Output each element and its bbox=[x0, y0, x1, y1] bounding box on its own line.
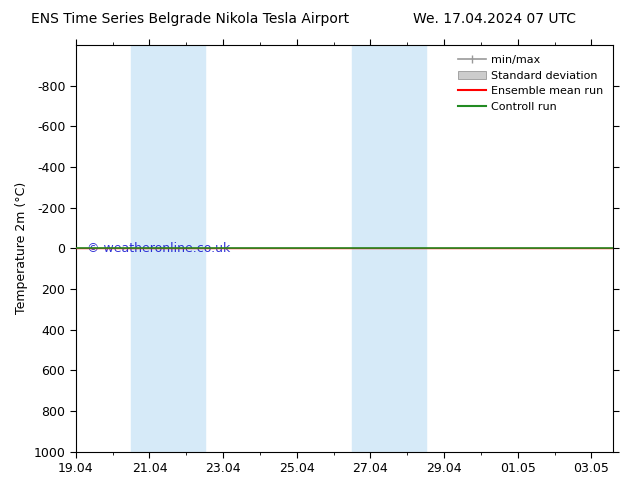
Legend: min/max, Standard deviation, Ensemble mean run, Controll run: min/max, Standard deviation, Ensemble me… bbox=[453, 50, 608, 116]
Bar bbox=[131, 45, 205, 452]
Text: ENS Time Series Belgrade Nikola Tesla Airport: ENS Time Series Belgrade Nikola Tesla Ai… bbox=[31, 12, 349, 26]
Bar bbox=[352, 45, 425, 452]
Y-axis label: Temperature 2m (°C): Temperature 2m (°C) bbox=[15, 182, 28, 315]
Text: © weatheronline.co.uk: © weatheronline.co.uk bbox=[87, 242, 230, 255]
Text: We. 17.04.2024 07 UTC: We. 17.04.2024 07 UTC bbox=[413, 12, 576, 26]
